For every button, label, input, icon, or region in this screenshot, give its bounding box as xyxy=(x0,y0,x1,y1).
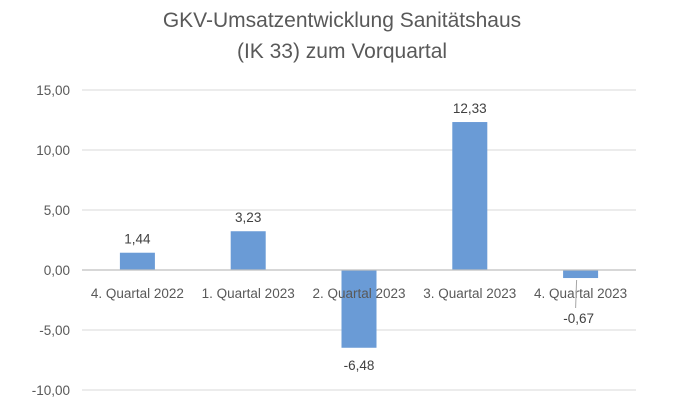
category-label: 3. Quartal 2023 xyxy=(423,286,516,301)
y-tick-label: 10,00 xyxy=(36,143,70,158)
y-tick-label: 5,00 xyxy=(44,203,70,218)
chart-title-line-2: (IK 33) zum Vorquartal xyxy=(237,40,447,63)
data-label: -6,48 xyxy=(344,358,375,373)
category-label: 2. Quartal 2023 xyxy=(312,286,405,301)
bar xyxy=(563,270,599,279)
bar xyxy=(230,231,266,270)
data-label: 12,33 xyxy=(453,101,487,116)
grid-layer xyxy=(82,89,636,391)
data-labels: 1,44 3,23 -6,48 12,33 -0,67 xyxy=(124,101,594,373)
chart-title: GKV-Umsatzentwicklung Sanitätshaus (IK 3… xyxy=(163,9,521,63)
bar xyxy=(341,270,377,348)
y-tick-label: 0,00 xyxy=(44,263,70,278)
category-label: 1. Quartal 2023 xyxy=(202,286,295,301)
category-label: 4. Quartal 2023 xyxy=(534,286,627,301)
bar-series xyxy=(119,122,599,348)
chart-title-line-1: GKV-Umsatzentwicklung Sanitätshaus xyxy=(163,9,521,32)
y-tick-label: 15,00 xyxy=(36,83,70,98)
data-label: 1,44 xyxy=(124,232,151,247)
bar xyxy=(452,122,488,270)
bar xyxy=(119,252,155,270)
category-labels: 4. Quartal 2022 1. Quartal 2023 2. Quartal… xyxy=(91,286,627,301)
category-label: 4. Quartal 2022 xyxy=(91,286,184,301)
data-label: 3,23 xyxy=(235,210,261,225)
y-axis-tick-labels: 15,00 10,00 5,00 0,00 -5,00 -10,00 xyxy=(32,83,70,398)
data-label: -0,67 xyxy=(563,311,594,326)
data-label-leader-line xyxy=(575,280,578,309)
y-tick-label: -5,00 xyxy=(39,323,70,338)
y-tick-label: -10,00 xyxy=(32,383,70,398)
